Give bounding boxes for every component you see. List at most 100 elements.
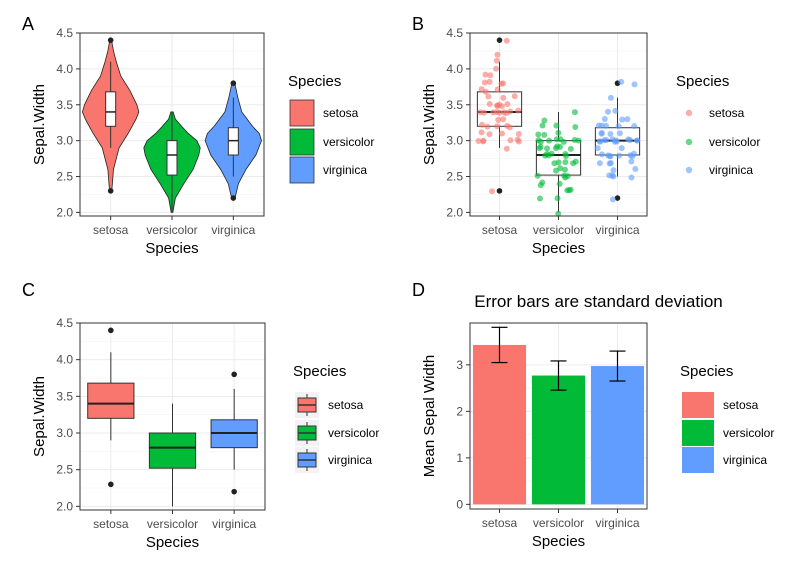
jitter-point xyxy=(557,136,564,143)
jitter-point xyxy=(607,94,614,101)
jitter-point xyxy=(536,195,543,202)
jitter-point xyxy=(603,136,610,143)
jitter-point xyxy=(609,196,616,203)
boxplot-setosa xyxy=(105,37,117,194)
jitter-point xyxy=(606,152,613,159)
legend: Species setosa versicolor virginica xyxy=(293,363,379,473)
y-axis: 2.0 2.5 3.0 3.5 4.0 4.5 xyxy=(56,26,80,219)
jitter-point xyxy=(555,159,562,166)
y-tick-label: 1 xyxy=(456,451,463,465)
jitter-point xyxy=(515,107,522,114)
x-tick-label: versicolor xyxy=(533,223,584,237)
jitter-point xyxy=(498,103,505,110)
error-bar-setosa xyxy=(491,326,508,364)
x-axis-title: Species xyxy=(532,240,585,257)
jitter-point xyxy=(553,122,560,129)
jitter-point xyxy=(500,94,507,101)
data-marks xyxy=(82,37,262,213)
jitter-point xyxy=(572,158,579,165)
y-tick-label: 2.5 xyxy=(56,463,73,477)
legend-key-point xyxy=(685,109,693,117)
y-tick-label: 3.0 xyxy=(56,134,73,148)
outlier-point xyxy=(231,371,237,378)
jitter-point xyxy=(561,166,568,173)
y-axis-title: Sepal.Width xyxy=(31,376,48,457)
x-tick-label: setosa xyxy=(482,516,518,530)
legend-title: Species xyxy=(680,363,733,380)
legend-label-versicolor: versicolor xyxy=(723,426,774,440)
y-tick-label: 4.5 xyxy=(446,26,463,40)
jitter-point xyxy=(487,72,494,79)
jitter-point xyxy=(507,108,514,115)
x-axis: setosa versicolor virginica xyxy=(482,216,640,237)
legend-label-virginica: virginica xyxy=(723,453,767,467)
panel-b: B 2.0 2.5 3.0 3.5 4.0 4.5 setosa versicolor virgi… xyxy=(412,14,760,257)
jitter-point xyxy=(616,152,623,159)
y-tick-label: 4.5 xyxy=(56,26,73,40)
jitter-point xyxy=(562,174,569,181)
jitter-point xyxy=(514,136,521,143)
y-tick-label: 3 xyxy=(456,358,463,372)
jitter-point xyxy=(571,109,578,116)
y-axis-title: Sepal.Width xyxy=(31,84,48,165)
jitter-point xyxy=(618,78,625,85)
jitter-point xyxy=(515,130,522,137)
legend-key-swatch xyxy=(682,447,714,473)
jitter-point xyxy=(555,210,562,217)
panel-label: D xyxy=(412,280,425,300)
jitter-point xyxy=(616,130,623,137)
jitter-point xyxy=(494,102,501,109)
legend-label-virginica: virginica xyxy=(328,453,372,467)
jitter-point xyxy=(504,101,511,108)
jitter-point xyxy=(541,117,548,124)
jitter-point xyxy=(503,37,510,44)
jitter-point xyxy=(554,195,561,202)
jitter-point xyxy=(598,122,605,129)
legend-label-versicolor: versicolor xyxy=(323,135,374,149)
jitter-point xyxy=(500,109,507,116)
jitter-point xyxy=(632,166,639,173)
jitter-point xyxy=(544,145,551,152)
outlier-point xyxy=(230,195,237,201)
jitter-point xyxy=(631,81,638,88)
boxplot-versicolor xyxy=(166,111,178,213)
jitter-point xyxy=(541,131,548,138)
jitter-point xyxy=(484,123,491,130)
y-axis-title: Mean Sepal Width xyxy=(421,355,438,478)
jitter-point xyxy=(475,138,482,145)
jitter-point xyxy=(500,80,507,87)
legend-key-virginica xyxy=(289,156,315,184)
jitter-point xyxy=(555,129,562,136)
jitter-point xyxy=(634,137,641,144)
x-axis: setosa versicolor virginica xyxy=(93,510,257,531)
legend-title: Species xyxy=(293,363,346,380)
jitter-point xyxy=(546,137,553,144)
jitter-point xyxy=(494,123,501,130)
jitter-point xyxy=(489,188,496,195)
legend: Species setosa versicolor virginica xyxy=(676,73,760,177)
jitter-point xyxy=(486,100,493,107)
jitter-point xyxy=(535,137,542,144)
panel-label: B xyxy=(412,14,424,34)
jitter-point xyxy=(604,108,611,115)
jitter-point xyxy=(479,121,486,128)
jitter-point xyxy=(603,122,610,129)
y-tick-label: 2.0 xyxy=(446,205,463,219)
x-tick-label: setosa xyxy=(93,223,129,237)
jitter-point xyxy=(503,145,510,152)
legend-label-setosa: setosa xyxy=(328,398,364,412)
legend-key-setosa xyxy=(295,392,319,418)
box-iqr xyxy=(148,432,197,469)
data-marks xyxy=(87,327,258,507)
jitter-point xyxy=(478,129,485,136)
jitter-point xyxy=(566,187,573,194)
legend-label-setosa: setosa xyxy=(723,398,759,412)
legend-key-virginica xyxy=(295,447,319,473)
x-tick-label: versicolor xyxy=(147,517,198,531)
jitter-point xyxy=(615,123,622,130)
panel-a: A 2.0 2.5 3.0 3.5 4.0 4.5 setosa versicolor virgi… xyxy=(22,14,374,257)
legend-key-versicolor xyxy=(295,420,319,446)
jitter-point xyxy=(477,109,484,116)
jitter-point xyxy=(480,137,487,144)
jitter-point xyxy=(567,145,574,152)
